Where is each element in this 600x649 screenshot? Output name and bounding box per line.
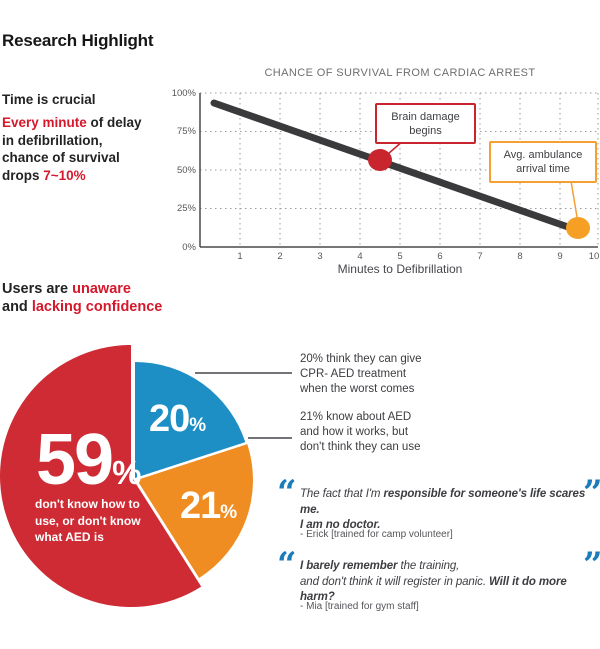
survival-trend-line	[210, 99, 572, 231]
quote-mia-line-2: and don't think it will register in pani…	[300, 575, 567, 604]
brain-damage-marker	[368, 149, 392, 171]
ambulance-callout-connector	[570, 180, 578, 218]
delay-line-2: in defibrillation,	[2, 132, 103, 148]
quote-mia-attribution: - Mia [trained for gym staff]	[300, 601, 419, 612]
x-tick-10: 10	[588, 251, 600, 262]
x-tick-8: 8	[517, 251, 523, 262]
x-tick-9: 9	[557, 251, 563, 262]
brain-damage-callout: Brain damage begins	[375, 103, 476, 144]
quote-erick-line-2: I am no doctor.	[300, 519, 381, 531]
y-tick-100: 100%	[171, 87, 196, 99]
pie-slice-20	[135, 362, 246, 478]
ambulance-callout: Avg. ambulance arrival time	[489, 141, 597, 183]
pie-label-21: 21%	[180, 485, 238, 527]
time-heading: Time is crucial	[2, 92, 96, 107]
users-heading-line-2: and lacking confidence	[2, 298, 163, 315]
x-tick-2: 2	[277, 251, 283, 262]
quote-erick-line-1: The fact that I'm responsible for someon…	[300, 488, 586, 516]
open-quote-icon: “	[277, 545, 297, 585]
users-heading-line-1: Users are unaware	[2, 281, 131, 297]
close-quote-icon: ”	[583, 476, 600, 510]
y-tick-0: 0%	[182, 241, 196, 253]
x-tick-6: 6	[437, 251, 443, 262]
line-chart-title: CHANCE OF SURVIVAL FROM CARDIAC ARREST	[264, 67, 536, 79]
pie-note-21: 21% know about AED and how it works, but…	[300, 411, 421, 453]
pie-slice-59-description: don't know how to use, or don't know wha…	[35, 497, 141, 544]
quote-mia-line-1: I barely remember the training,	[300, 560, 460, 572]
delay-line-3: chance of survival	[2, 150, 120, 165]
y-tick-75: 75%	[176, 126, 196, 137]
y-tick-50: 50%	[176, 164, 196, 176]
quote-erick-attribution: - Erick [trained for camp volunteer]	[300, 529, 453, 540]
quote-mia: I barely remember the training, and don'…	[300, 559, 600, 606]
x-axis-title: Minutes to Defibrillation	[337, 262, 463, 276]
pie-note-20: 20% think they can give CPR- AED treatme…	[300, 353, 422, 395]
pie-slice-59	[0, 345, 202, 608]
quote-erick: The fact that I'm responsible for someon…	[300, 487, 600, 534]
pie-slice-21	[137, 444, 253, 578]
delay-paragraph: Every minute of delay in defibrillation,…	[2, 114, 142, 184]
pie-label-20: 20%	[149, 398, 207, 440]
x-tick-3: 3	[317, 251, 323, 262]
chart-axes	[199, 93, 598, 248]
ambulance-marker	[566, 217, 590, 239]
brain-damage-callout-label: Brain damage begins	[391, 110, 460, 137]
ambulance-callout-label: Avg. ambulance arrival time	[503, 149, 583, 175]
page-title: Research Highlight	[2, 31, 154, 50]
x-tick-4: 4	[357, 251, 363, 262]
users-heading: Users are unaware and lacking confidence	[2, 281, 162, 316]
delay-line-1: Every minute of delay	[2, 115, 142, 130]
pie-chart	[0, 345, 253, 608]
open-quote-icon: “	[277, 473, 297, 513]
x-tick-1: 1	[237, 251, 243, 262]
delay-line-4: drops 7~10%	[2, 167, 86, 183]
x-tick-5: 5	[397, 251, 403, 262]
close-quote-icon: ”	[583, 548, 600, 582]
y-tick-25: 25%	[176, 203, 196, 214]
pie-note-connectors	[195, 372, 292, 439]
x-tick-7: 7	[477, 251, 483, 262]
pie-label-59: 59%	[36, 420, 142, 500]
